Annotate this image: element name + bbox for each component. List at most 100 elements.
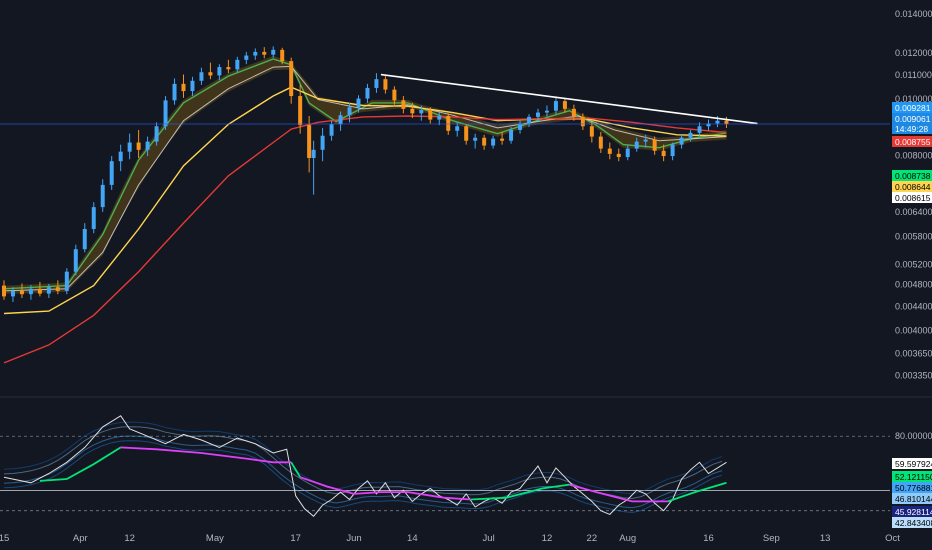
trendline[interactable] bbox=[380, 73, 758, 125]
candle[interactable] bbox=[136, 142, 141, 150]
candle[interactable] bbox=[307, 125, 312, 158]
candle[interactable] bbox=[598, 136, 603, 149]
candle[interactable] bbox=[244, 55, 249, 60]
candle[interactable] bbox=[553, 101, 558, 111]
candle[interactable] bbox=[544, 110, 549, 113]
candle[interactable] bbox=[37, 288, 42, 294]
candle[interactable] bbox=[262, 51, 267, 55]
candle[interactable] bbox=[28, 288, 33, 295]
time-axis[interactable]: 15 Apr 12 May 17 Jun 14 Jul 12 22 Aug 16 Sep 13 Oct bbox=[0, 533, 900, 544]
oscillator-signal-segment[interactable] bbox=[120, 446, 292, 464]
candle[interactable] bbox=[562, 101, 567, 109]
candle[interactable] bbox=[473, 137, 478, 141]
candle[interactable] bbox=[374, 79, 379, 88]
oscillator-signal-segment[interactable] bbox=[290, 461, 301, 478]
candle[interactable] bbox=[100, 184, 105, 208]
candle[interactable] bbox=[64, 271, 69, 291]
price-pane[interactable] bbox=[0, 46, 890, 364]
candle[interactable] bbox=[491, 138, 496, 146]
moving-average-line[interactable] bbox=[3, 65, 727, 292]
candle[interactable] bbox=[419, 109, 424, 114]
candle[interactable] bbox=[2, 285, 6, 297]
oscillator-signal-segment[interactable] bbox=[569, 483, 669, 503]
candle[interactable] bbox=[589, 126, 594, 137]
candle[interactable] bbox=[410, 108, 415, 114]
candle[interactable] bbox=[401, 100, 406, 109]
candle[interactable] bbox=[500, 138, 505, 141]
candle[interactable] bbox=[509, 129, 514, 141]
candle[interactable] bbox=[634, 141, 639, 149]
candle[interactable] bbox=[464, 126, 469, 141]
candle[interactable] bbox=[715, 120, 720, 124]
oscillator-signal-segment[interactable] bbox=[470, 483, 570, 501]
candle[interactable] bbox=[280, 49, 285, 62]
candle[interactable] bbox=[527, 116, 532, 124]
candle[interactable] bbox=[118, 151, 123, 162]
candle[interactable] bbox=[625, 148, 630, 158]
candle[interactable] bbox=[208, 72, 213, 76]
candle[interactable] bbox=[190, 80, 195, 92]
oscillator-signal-segment[interactable] bbox=[299, 476, 471, 501]
candle[interactable] bbox=[518, 123, 523, 130]
oscillator-signal-segment[interactable] bbox=[39, 446, 122, 482]
candle[interactable] bbox=[199, 72, 204, 81]
candle[interactable] bbox=[145, 141, 150, 150]
candle[interactable] bbox=[91, 207, 96, 229]
candle[interactable] bbox=[320, 135, 325, 150]
candle[interactable] bbox=[455, 126, 460, 131]
candle[interactable] bbox=[163, 100, 168, 127]
candle[interactable] bbox=[679, 137, 684, 145]
candle[interactable] bbox=[580, 116, 585, 127]
moving-average-line[interactable] bbox=[3, 58, 727, 290]
candle[interactable] bbox=[19, 290, 24, 295]
candle[interactable] bbox=[271, 49, 276, 55]
candle[interactable] bbox=[311, 149, 316, 158]
candle[interactable] bbox=[428, 109, 433, 120]
candle[interactable] bbox=[10, 290, 15, 297]
candle[interactable] bbox=[347, 107, 352, 116]
candle[interactable] bbox=[356, 98, 361, 108]
candle[interactable] bbox=[55, 287, 60, 291]
candle[interactable] bbox=[172, 83, 177, 101]
candle[interactable] bbox=[329, 124, 334, 136]
candle[interactable] bbox=[181, 83, 186, 92]
candle[interactable] bbox=[127, 142, 132, 152]
candle[interactable] bbox=[46, 287, 51, 294]
candle[interactable] bbox=[383, 79, 388, 90]
candle[interactable] bbox=[446, 116, 451, 131]
candle[interactable] bbox=[289, 61, 294, 97]
candle[interactable] bbox=[706, 123, 711, 127]
oscillator-signal-segment[interactable] bbox=[667, 481, 727, 503]
candle[interactable] bbox=[73, 249, 78, 272]
candle[interactable] bbox=[670, 144, 675, 157]
candle[interactable] bbox=[652, 139, 657, 151]
candle[interactable] bbox=[535, 112, 540, 117]
candle[interactable] bbox=[697, 126, 702, 133]
candle[interactable] bbox=[643, 139, 648, 142]
candle[interactable] bbox=[571, 108, 576, 117]
candle[interactable] bbox=[661, 150, 666, 157]
candle[interactable] bbox=[607, 148, 612, 154]
price-axis[interactable]: 0.014000 0.012000 0.011000 0.010000 0.008000… bbox=[895, 9, 932, 380]
candle[interactable] bbox=[82, 228, 87, 250]
oscillator-axis[interactable]: 80.000000 bbox=[895, 431, 932, 441]
candle[interactable] bbox=[616, 153, 621, 158]
candle[interactable] bbox=[226, 67, 231, 70]
candle[interactable] bbox=[298, 96, 303, 126]
candle[interactable] bbox=[235, 59, 240, 70]
candle[interactable] bbox=[392, 89, 397, 101]
candle[interactable] bbox=[253, 51, 258, 56]
oscillator-line[interactable] bbox=[3, 415, 727, 518]
candle[interactable] bbox=[217, 67, 222, 76]
candle[interactable] bbox=[109, 161, 114, 185]
candle[interactable] bbox=[437, 116, 442, 120]
candle[interactable] bbox=[365, 87, 370, 99]
oscillator-pane[interactable] bbox=[0, 415, 890, 518]
candle[interactable] bbox=[338, 115, 343, 125]
candle[interactable] bbox=[724, 120, 729, 125]
candle[interactable] bbox=[154, 126, 159, 142]
candle[interactable] bbox=[688, 132, 693, 138]
candle[interactable] bbox=[482, 137, 487, 146]
moving-average-line[interactable] bbox=[3, 86, 727, 315]
